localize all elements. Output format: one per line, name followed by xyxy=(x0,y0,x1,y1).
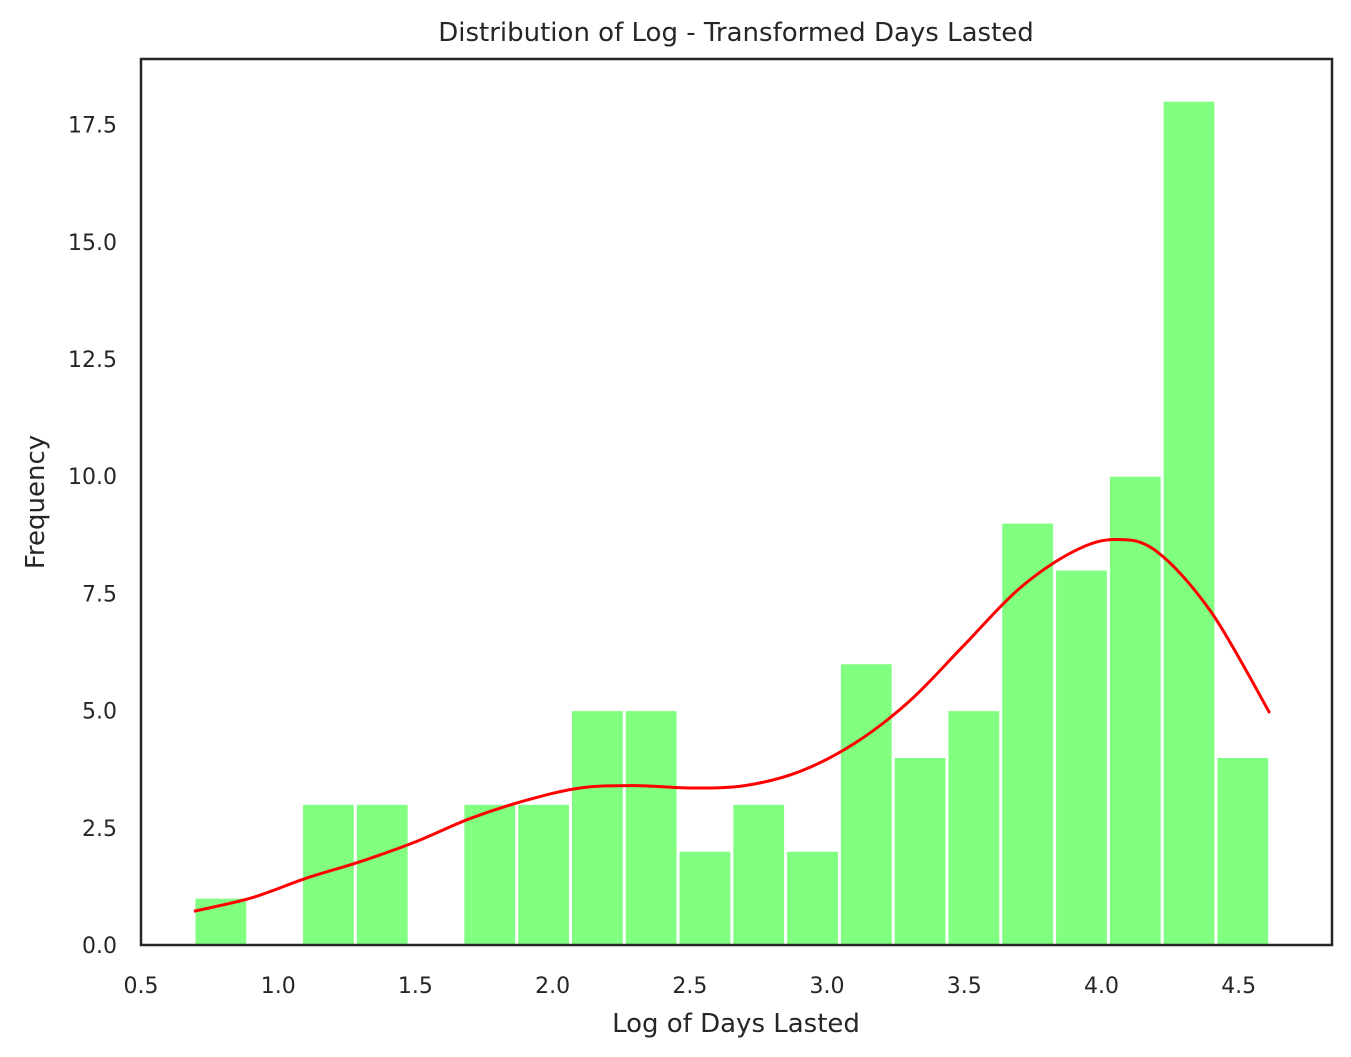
y-tick-label: 12.5 xyxy=(68,348,117,373)
histogram-bar-11 xyxy=(786,850,839,946)
histogram-bar-18 xyxy=(1162,100,1216,946)
x-tick-label: 2.0 xyxy=(535,974,570,999)
histogram-bar-19 xyxy=(1216,756,1270,946)
histogram-bar-13 xyxy=(893,756,947,946)
y-tick-label: 17.5 xyxy=(68,114,117,139)
histogram-bar-9 xyxy=(678,850,732,946)
x-tick-label: 4.0 xyxy=(1084,974,1119,999)
histogram-bar-5 xyxy=(463,803,517,946)
plot-frame xyxy=(139,57,1334,947)
x-tick-label: 1.0 xyxy=(261,974,296,999)
x-tick-label: 0.5 xyxy=(124,974,159,999)
y-tick-label: 2.5 xyxy=(82,817,117,842)
histogram-bar-12 xyxy=(839,663,893,946)
x-axis-ticks: 0.5 1.0 1.5 2.0 2.5 3.0 3.5 4.0 4.5 xyxy=(124,974,1257,999)
histogram-bar-3 xyxy=(355,803,409,946)
y-tick-label: 15.0 xyxy=(68,231,117,256)
kde-layer xyxy=(193,538,1272,913)
y-axis-ticks: 0.0 2.5 5.0 7.5 10.0 12.5 15.0 17.5 xyxy=(68,114,117,959)
y-tick-label: 7.5 xyxy=(82,582,117,607)
histogram-bar-2 xyxy=(302,803,355,946)
bars-layer xyxy=(194,100,1270,946)
x-axis-label: Log of Days Lasted xyxy=(612,1009,860,1039)
histogram-bar-14 xyxy=(947,710,1001,946)
y-tick-label: 5.0 xyxy=(82,700,117,725)
histogram-bar-10 xyxy=(732,803,786,946)
chart-title: Distribution of Log - Transformed Days L… xyxy=(438,18,1034,48)
x-tick-label: 4.5 xyxy=(1221,974,1256,999)
y-tick-label: 10.0 xyxy=(68,465,117,490)
histogram-bar-7 xyxy=(570,710,624,946)
histogram-bar-15 xyxy=(1001,522,1055,946)
histogram-bar-16 xyxy=(1055,569,1108,946)
x-tick-label: 3.0 xyxy=(810,974,845,999)
histogram-bar-17 xyxy=(1108,475,1162,946)
y-axis-label: Frequency xyxy=(21,435,51,569)
x-tick-label: 1.5 xyxy=(398,974,433,999)
x-tick-label: 3.5 xyxy=(947,974,982,999)
y-tick-label: 0.0 xyxy=(82,934,117,959)
histogram-bar-6 xyxy=(517,803,570,946)
kde-curve xyxy=(193,538,1272,913)
x-tick-label: 2.5 xyxy=(672,974,707,999)
histogram-bar-8 xyxy=(624,710,678,946)
